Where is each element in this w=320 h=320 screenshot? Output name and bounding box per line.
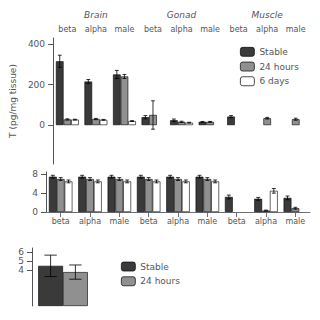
svg-text:alpha: alpha: [256, 25, 278, 34]
svg-text:400: 400: [28, 39, 45, 49]
svg-text:beta: beta: [52, 217, 70, 226]
svg-text:beta: beta: [144, 25, 162, 34]
svg-text:beta: beta: [228, 217, 246, 226]
svg-text:24 hours: 24 hours: [140, 276, 180, 286]
svg-text:6 days: 6 days: [259, 76, 289, 86]
svg-text:200: 200: [28, 80, 45, 90]
svg-text:6: 6: [18, 247, 24, 257]
svg-text:24 hours: 24 hours: [259, 62, 299, 72]
svg-text:male: male: [115, 25, 135, 34]
svg-text:Gonad: Gonad: [167, 10, 197, 20]
svg-text:Brain: Brain: [84, 10, 108, 20]
svg-text:male: male: [197, 217, 217, 226]
svg-text:alpha: alpha: [170, 25, 192, 34]
svg-text:male: male: [286, 25, 306, 34]
svg-text:alpha: alpha: [79, 217, 101, 226]
svg-text:male: male: [285, 217, 305, 226]
svg-text:alpha: alpha: [167, 217, 189, 226]
svg-text:8: 8: [32, 169, 38, 179]
svg-text:Muscle: Muscle: [252, 10, 284, 20]
svg-text:beta: beta: [140, 217, 158, 226]
svg-text:alpha: alpha: [255, 217, 277, 226]
svg-text:4: 4: [18, 265, 24, 275]
svg-text:0: 0: [39, 120, 45, 130]
svg-text:T (pg/mg tissue): T (pg/mg tissue): [8, 64, 18, 139]
svg-text:beta: beta: [58, 25, 76, 34]
svg-text:Stable: Stable: [140, 262, 169, 272]
svg-text:5: 5: [18, 256, 24, 266]
svg-text:0: 0: [32, 207, 38, 217]
svg-text:alpha: alpha: [85, 25, 107, 34]
svg-text:Stable: Stable: [259, 47, 288, 57]
svg-text:4: 4: [32, 188, 38, 198]
svg-text:male: male: [200, 25, 220, 34]
svg-text:male: male: [109, 217, 129, 226]
svg-text:beta: beta: [230, 25, 248, 34]
